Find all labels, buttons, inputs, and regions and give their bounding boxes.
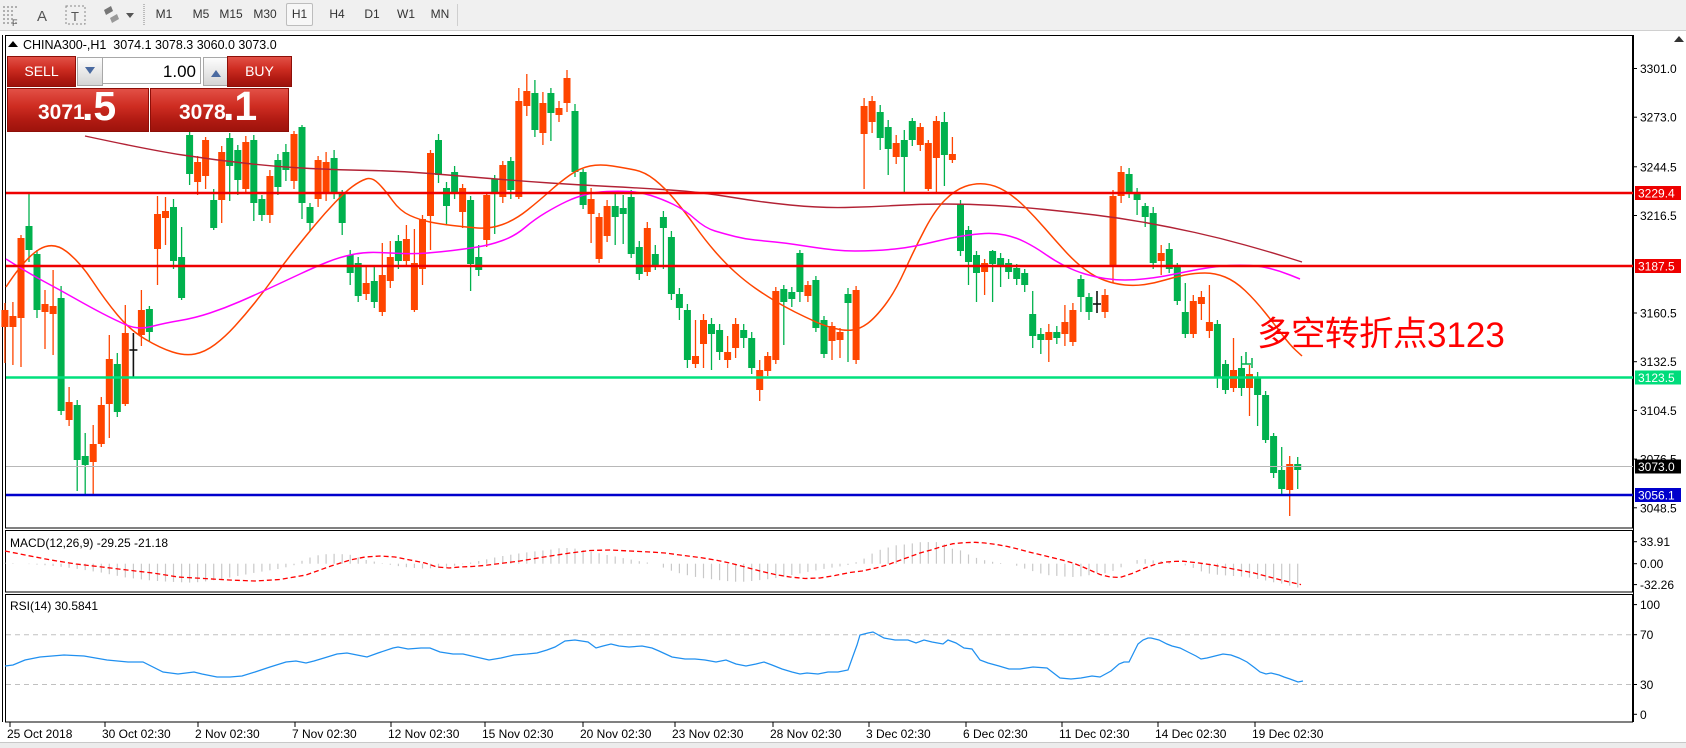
svg-text:14 Dec 02:30: 14 Dec 02:30 (1155, 727, 1227, 741)
svg-text:25 Oct 2018: 25 Oct 2018 (7, 727, 73, 741)
svg-text:3073.0: 3073.0 (1638, 460, 1675, 474)
svg-text:2 Nov 02:30: 2 Nov 02:30 (195, 727, 260, 741)
svg-text:19 Dec 02:30: 19 Dec 02:30 (1252, 727, 1324, 741)
svg-text:3123.5: 3123.5 (1638, 371, 1675, 385)
svg-text:F: F (12, 18, 18, 28)
svg-text:3229.4: 3229.4 (1638, 187, 1675, 201)
svg-text:30 Oct 02:30: 30 Oct 02:30 (102, 727, 171, 741)
svg-text:3123: 3123 (1427, 316, 1505, 355)
svg-text:15 Nov 02:30: 15 Nov 02:30 (482, 727, 554, 741)
svg-text:100: 100 (1640, 598, 1660, 612)
svg-text:A: A (37, 8, 47, 25)
svg-text:3056.1: 3056.1 (1638, 489, 1675, 503)
svg-text:23 Nov 02:30: 23 Nov 02:30 (672, 727, 744, 741)
svg-text:3273.0: 3273.0 (1640, 111, 1677, 125)
svg-text:0: 0 (1640, 708, 1647, 722)
svg-text:3244.5: 3244.5 (1640, 160, 1677, 174)
svg-text:MACD(12,26,9) -29.25 -21.18: MACD(12,26,9) -29.25 -21.18 (10, 536, 168, 550)
svg-text:3301.0: 3301.0 (1640, 62, 1677, 76)
svg-text:RSI(14) 30.5841: RSI(14) 30.5841 (10, 599, 98, 613)
svg-text:3 Dec 02:30: 3 Dec 02:30 (866, 727, 931, 741)
svg-text:20 Nov 02:30: 20 Nov 02:30 (580, 727, 652, 741)
svg-text:3048.5: 3048.5 (1640, 501, 1677, 515)
svg-text:3104.5: 3104.5 (1640, 404, 1677, 418)
svg-text:3160.5: 3160.5 (1640, 307, 1677, 321)
svg-text:11 Dec 02:30: 11 Dec 02:30 (1059, 727, 1130, 741)
svg-text:3216.5: 3216.5 (1640, 209, 1677, 223)
svg-text:33.91: 33.91 (1640, 535, 1670, 549)
svg-text:0.00: 0.00 (1640, 557, 1664, 571)
svg-text:CHINA300-,H1 3074.1 3078.3 30: CHINA300-,H1 3074.1 3078.3 3060.0 3073.0 (23, 38, 277, 52)
svg-text:3132.5: 3132.5 (1640, 355, 1677, 369)
svg-text:7 Nov 02:30: 7 Nov 02:30 (292, 727, 357, 741)
svg-text:6 Dec 02:30: 6 Dec 02:30 (963, 727, 1028, 741)
svg-text:12 Nov 02:30: 12 Nov 02:30 (388, 727, 460, 741)
svg-text:T: T (71, 9, 79, 24)
svg-text:3187.5: 3187.5 (1638, 260, 1675, 274)
svg-text:28 Nov 02:30: 28 Nov 02:30 (770, 727, 842, 741)
svg-text:30: 30 (1640, 678, 1654, 692)
svg-text:-32.26: -32.26 (1640, 578, 1674, 592)
svg-text:70: 70 (1640, 628, 1654, 642)
